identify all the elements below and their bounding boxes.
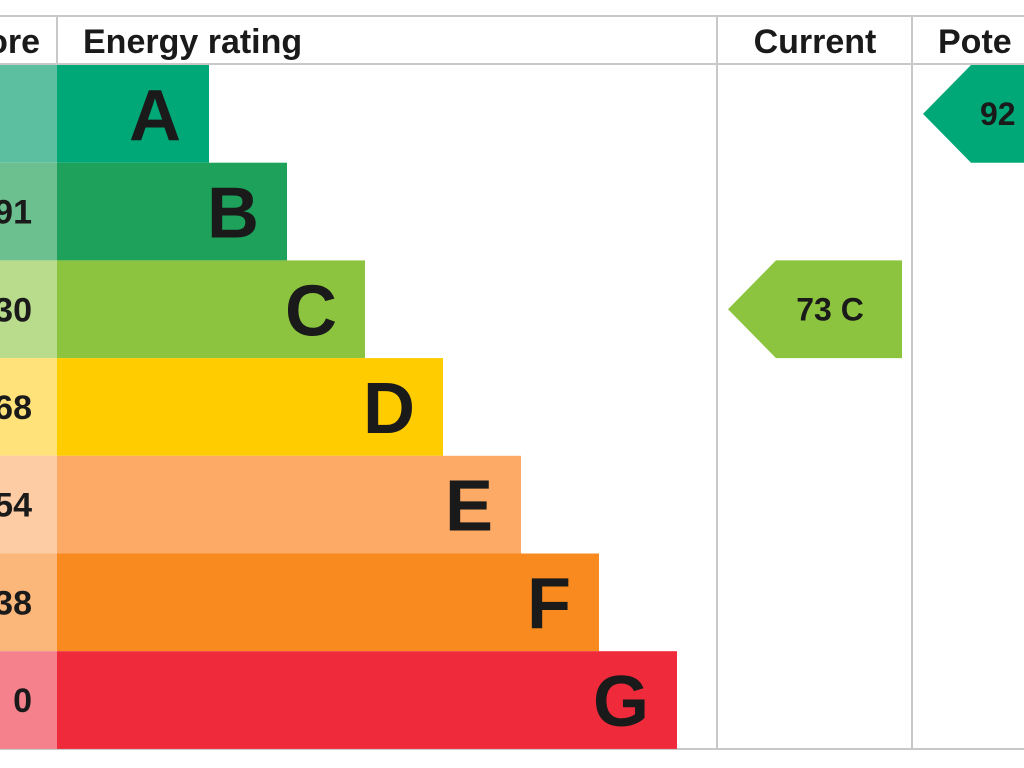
band-bar-e (57, 455, 521, 554)
band-bar-g (57, 651, 677, 749)
score-cell-f (0, 553, 57, 652)
band-bar-c (57, 260, 365, 359)
score-cell-d (0, 358, 57, 456)
score-label-g: 0 (13, 682, 32, 720)
score-label-e: 54 (0, 487, 32, 525)
potential-indicator: 92 (923, 65, 1024, 163)
rating-bands: A 91 B 30 C 68 D 54 E 38 F 0 G (0, 65, 677, 749)
band-letter-c: C (285, 271, 337, 351)
band-bar-a (57, 65, 209, 163)
band-letter-b: B (207, 174, 259, 254)
score-cell-g (0, 651, 57, 749)
current-rating-label: 73 C (796, 291, 864, 327)
score-column-header: ore (0, 23, 40, 61)
band-letter-e: E (445, 467, 493, 547)
score-cell-a (0, 65, 57, 163)
current-header: Current (754, 23, 877, 61)
score-cell-b (0, 162, 57, 261)
potential-rating-label: 92 (980, 96, 1016, 132)
band-bar-d (57, 358, 443, 456)
potential-header: Pote (938, 23, 1012, 61)
score-label-c: 30 (0, 291, 32, 329)
band-letter-f: F (527, 564, 571, 644)
table-grid (0, 15, 1024, 750)
current-indicator: 73 C (728, 260, 902, 359)
score-label-f: 38 (0, 584, 32, 622)
score-label-d: 68 (0, 389, 32, 427)
score-label-b: 91 (0, 194, 32, 232)
potential-rating-arrow (923, 65, 1024, 163)
band-letter-a: A (129, 76, 181, 156)
score-cell-c (0, 260, 57, 359)
band-bar-f (57, 553, 599, 652)
band-letter-d: D (363, 369, 415, 449)
score-cell-e (0, 455, 57, 554)
band-letter-g: G (593, 662, 649, 742)
energy-rating-header: Energy rating (83, 23, 302, 61)
current-rating-arrow (728, 260, 902, 359)
band-bar-b (57, 162, 287, 261)
